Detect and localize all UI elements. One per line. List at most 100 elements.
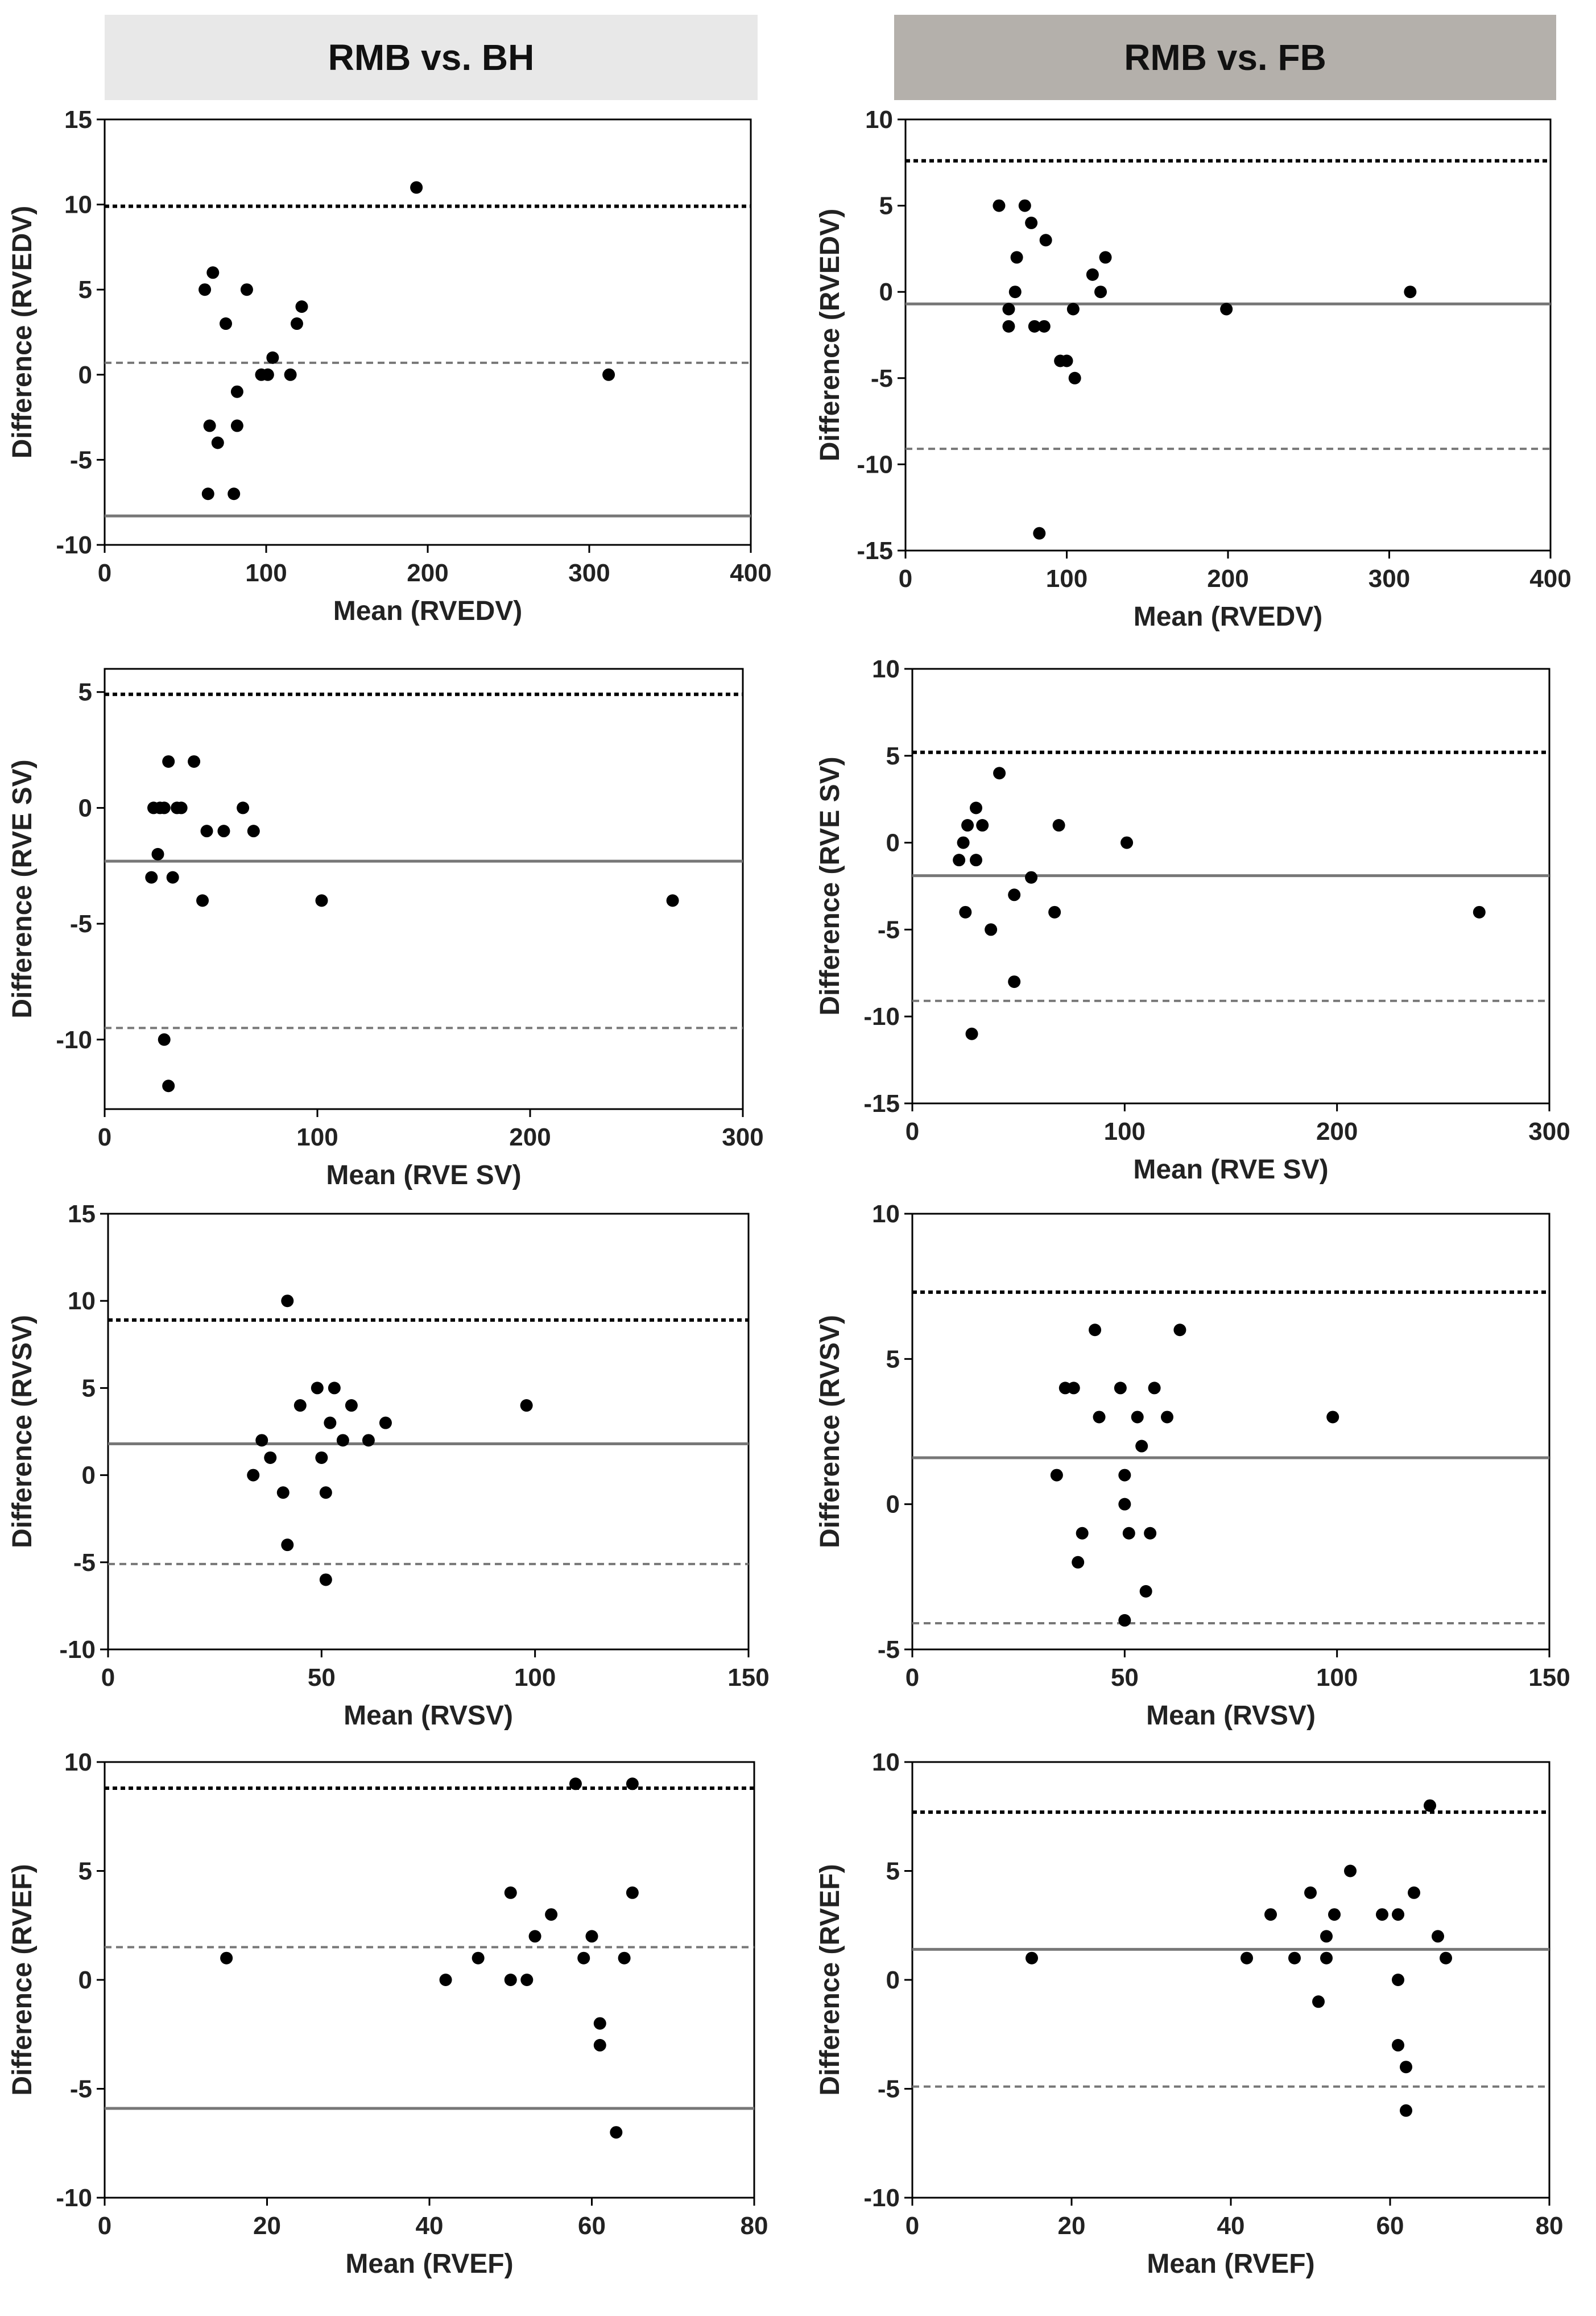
data-point [319,1486,332,1499]
plot-frame [911,1761,1550,2199]
x-tick-label: 0 [98,2212,111,2240]
data-point [247,825,260,838]
data-point [1050,1469,1063,1482]
y-tick-label: 0 [78,794,92,822]
data-point [199,283,212,296]
plot-frame [904,118,1552,552]
plot-frame [104,668,744,1110]
data-point [230,419,243,432]
data-point [240,283,253,296]
data-point [1139,1585,1152,1598]
data-point [1392,1974,1404,1986]
data-point [151,847,164,861]
chart-fb-rvef: -10 -5 0 5 10 0 20 40 60 80 Mean (RVEF) Difference … [815,1748,1563,2279]
data-point [1099,251,1112,264]
y-axis-title: Difference (RVE SV) [7,759,38,1018]
y-tick-label: -10 [56,531,92,559]
y-tick-label: -5 [878,1636,900,1664]
data-point [1008,286,1022,299]
x-tick-label: 300 [1368,565,1410,593]
data-point [1344,1864,1357,1877]
y-tick-label: 10 [872,1200,900,1228]
x-tick-label: 300 [568,559,610,587]
data-point [1122,1527,1135,1540]
data-point [626,1777,639,1790]
data-point [520,1974,534,1986]
data-point [266,351,279,364]
y-tick-label: 15 [64,106,92,134]
data-point [1400,2104,1412,2117]
y-tick-label: -10 [857,450,893,478]
data-point [545,1908,558,1921]
y-axis-title: Difference (RVEDV) [7,206,38,459]
y-tick-label: -10 [863,2184,900,2212]
data-point [472,1951,485,1965]
data-point [201,487,214,501]
y-axis-title: Difference (RVE SV) [815,756,845,1015]
data-point [1144,1527,1157,1540]
data-point [379,1416,392,1429]
data-point [993,199,1006,212]
data-point [1161,1411,1173,1424]
column-header-rmb-vs-bh: RMB vs. BH [105,15,758,100]
x-tick-label: 0 [905,1664,919,1691]
x-tick-label: 0 [101,1664,115,1691]
data-point [504,1974,517,1986]
y-tick-label: -10 [863,1003,900,1031]
data-point [237,801,250,814]
data-point [315,894,328,907]
data-point [528,1930,541,1943]
data-point [295,300,308,313]
data-point [247,1469,260,1482]
data-point [1320,1930,1333,1943]
y-tick-label: 10 [865,106,893,134]
y-tick-label: 10 [64,1748,92,1776]
y-tick-label: -5 [70,446,92,474]
data-point [1118,1469,1131,1482]
data-point [1089,1324,1102,1337]
data-point [602,368,615,381]
data-point [410,181,423,194]
data-point [1131,1411,1144,1424]
data-point [953,854,966,867]
x-tick-label: 200 [407,559,448,587]
x-axis-title: Mean (RVE SV) [326,1160,521,1190]
y-tick-label: 10 [872,1748,900,1776]
data-point [1440,1951,1452,1965]
x-tick-label: 100 [1046,565,1088,593]
data-point [985,923,998,936]
data-point [593,2017,606,2030]
data-point [203,419,216,432]
chart-bh-rvef: -10 -5 0 5 10 0 20 40 60 80 Mean (RVEF) Difference … [7,1748,768,2279]
x-tick-label: 50 [308,1664,336,1691]
y-tick-label: 5 [78,276,92,304]
x-tick-label: 200 [1316,1118,1358,1145]
y-tick-label: 10 [64,191,92,219]
data-point [319,1573,332,1586]
y-tick-label: -10 [56,1026,92,1054]
data-point [957,836,970,849]
data-point [959,905,972,919]
data-point [1008,975,1021,989]
x-axis-title: Mean (RVEF) [1147,2249,1314,2279]
data-point [1052,819,1065,832]
data-point [1392,2038,1404,2052]
data-point [264,1451,277,1464]
data-point [1025,871,1038,884]
x-tick-label: 80 [741,2212,768,2240]
x-tick-label: 20 [1058,2212,1086,2240]
data-point [1066,303,1080,316]
data-point [1026,1951,1038,1965]
data-point [1400,2061,1412,2074]
data-point [1025,216,1038,229]
data-point [206,266,220,279]
data-point [188,755,201,768]
data-point [593,2038,606,2052]
data-point [255,1434,268,1447]
x-tick-label: 100 [1104,1118,1146,1145]
data-point [281,1539,294,1552]
data-point [175,801,188,814]
